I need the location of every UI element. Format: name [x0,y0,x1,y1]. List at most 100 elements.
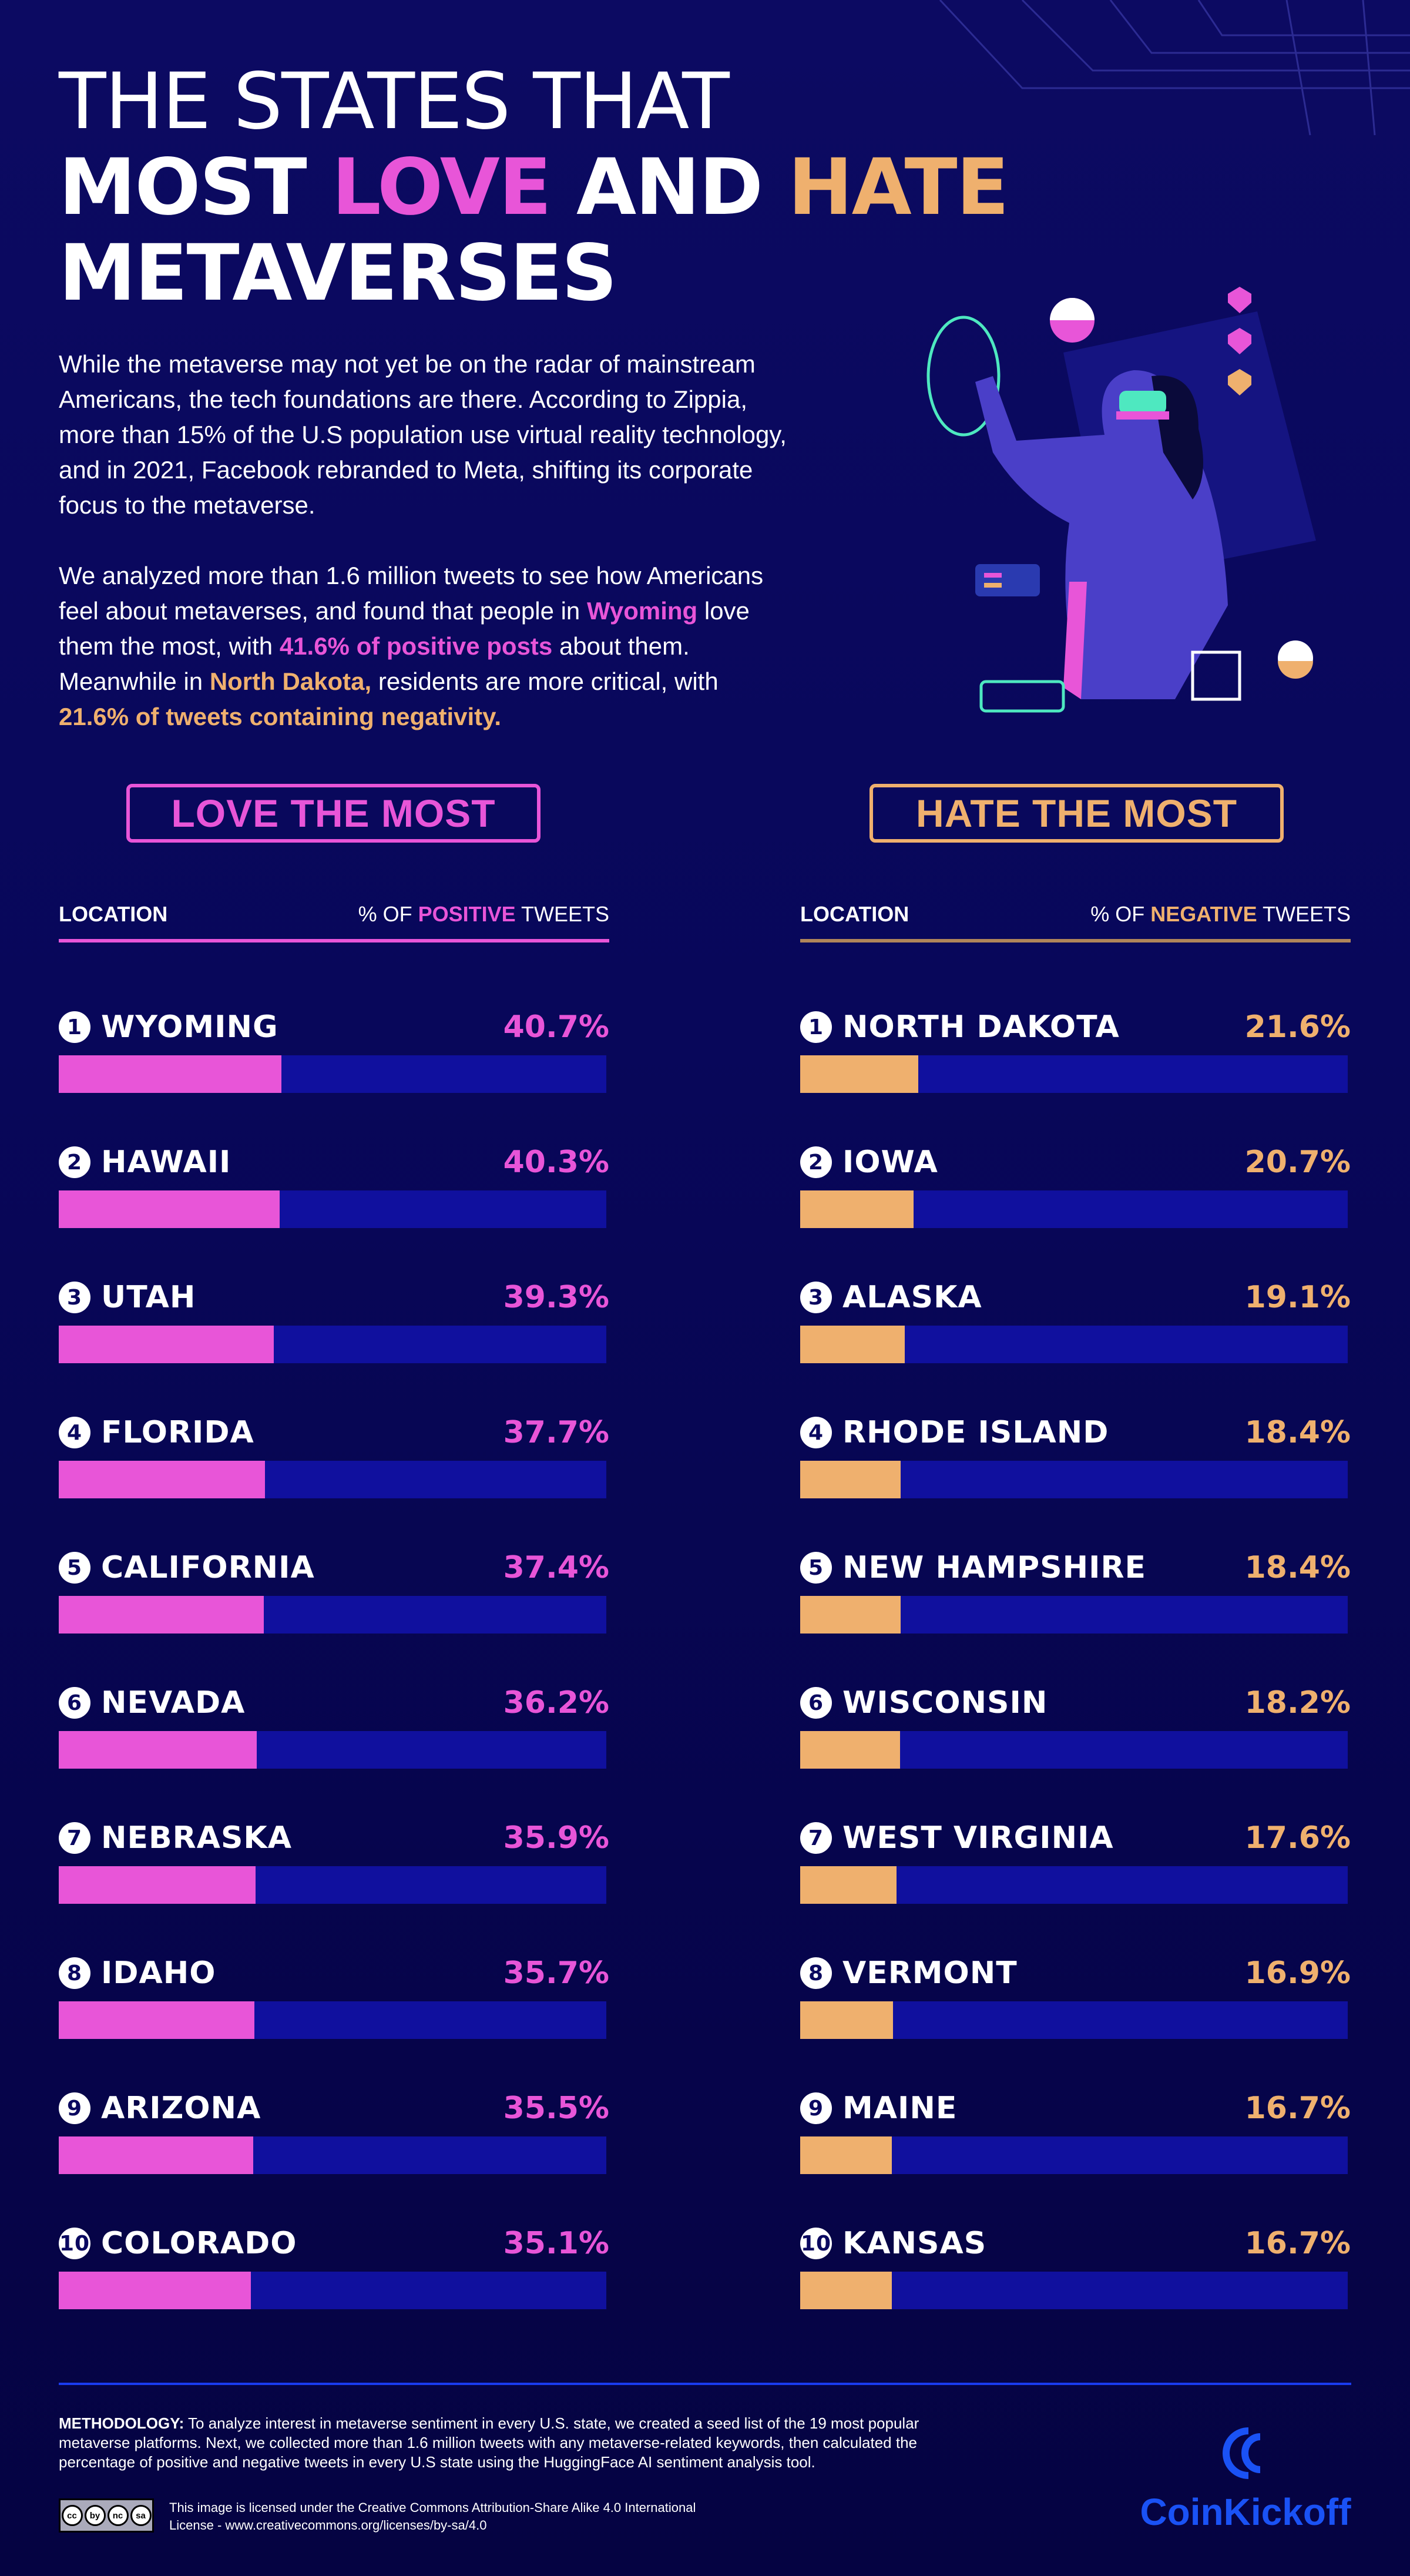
methodology: METHODOLOGY: To analyze interest in meta… [59,2414,975,2472]
state-label: 8 VERMONT [800,1956,1018,1991]
bar-fill [800,2001,893,2039]
rank-badge: 9 [800,2092,832,2124]
ranking-row: 8 IDAHO 35.7% [59,1956,609,2044]
state-name: NEBRASKA [101,1820,292,1856]
rank-badge: 10 [800,2228,832,2259]
ranking-row: 9 MAINE 16.7% [800,2091,1351,2179]
text: love them the most, with [59,597,750,660]
ranking-row: 7 NEBRASKA 35.9% [59,1820,609,1908]
bar-track [59,1461,606,1498]
state-label: 6 NEVADA [59,1685,245,1720]
state-name: KANSAS [842,2226,987,2261]
value-number: 18.4 [1244,1550,1320,1585]
state-name: FLORIDA [101,1415,254,1450]
state-name: WEST VIRGINIA [842,1820,1114,1856]
state-label: 4 RHODE ISLAND [800,1415,1109,1450]
intro-text: While the metaverse may not yet be on th… [59,347,793,770]
percent-value: 18.4% [1244,1550,1351,1585]
location-header: LOCATION [59,902,168,926]
rank-badge: 7 [59,1822,90,1854]
state-label: 6 WISCONSIN [800,1685,1048,1720]
bar-track [800,2272,1348,2309]
state-name: WYOMING [101,1009,278,1045]
love-header-rule [59,939,609,942]
percent-value: 18.4% [1244,1415,1351,1450]
state-name: ARIZONA [101,2091,261,2126]
bar-fill [59,1055,282,1093]
state-label: 7 WEST VIRGINIA [800,1820,1114,1856]
title-line-1: THE STATES THAT [59,56,730,147]
value-number: 36.2 [503,1685,579,1720]
state-name: MAINE [842,2091,958,2126]
state-name: ALASKA [842,1280,982,1315]
ranking-row: 6 NEVADA 36.2% [59,1685,609,1773]
text: We analyzed more than 1.6 million tweets… [59,562,764,625]
state-name: UTAH [101,1280,196,1315]
value-number: 35.5 [503,2091,579,2126]
state-name: VERMONT [842,1956,1018,1991]
ranking-row: 7 WEST VIRGINIA 17.6% [800,1820,1351,1908]
ranking-row: 5 NEW HAMPSHIRE 18.4% [800,1550,1351,1638]
value-number: 16.7 [1244,2226,1320,2261]
state-name: NORTH DAKOTA [842,1009,1120,1045]
bar-fill [59,2136,253,2174]
bar-fill [59,1190,280,1228]
ranking-row: 1 NORTH DAKOTA 21.6% [800,1009,1351,1098]
value-number: 19.1 [1244,1280,1320,1315]
bar-fill [59,1866,256,1904]
intro-paragraph-1: While the metaverse may not yet be on th… [59,350,787,519]
title-love: LOVE [331,142,552,233]
highlight-positive: 41.6% of positive posts [279,632,553,660]
bar-track [800,1190,1348,1228]
highlight-north-dakota: North Dakota, [209,668,372,695]
value-number: 16.9 [1244,1956,1320,1991]
value-number: 35.9 [503,1820,579,1856]
ranking-row: 2 IOWA 20.7% [800,1145,1351,1233]
vr-illustration [926,287,1316,713]
percent-header: % OF POSITIVE TWEETS [358,902,609,931]
rank-badge: 5 [59,1552,90,1584]
state-label: 5 NEW HAMPSHIRE [800,1550,1146,1585]
percent-value: 20.7% [1244,1145,1351,1180]
rank-badge: 8 [59,1957,90,1989]
percent-value: 37.4% [503,1550,609,1585]
ranking-row: 10 KANSAS 16.7% [800,2226,1351,2314]
state-label: 9 MAINE [800,2091,957,2126]
title-hate: HATE [788,142,1009,233]
logo-name: CoinKickoff [1140,2491,1351,2533]
state-label: 3 ALASKA [800,1280,982,1315]
value-number: 37.7 [503,1415,579,1450]
percent-value: 18.2% [1244,1685,1351,1720]
footer-divider [59,2383,1351,2385]
bar-fill [59,1326,274,1363]
state-label: 2 IOWA [800,1145,938,1180]
bar-fill [59,1596,264,1634]
bar-fill [800,1326,905,1363]
methodology-text: To analyze interest in metaverse sentime… [59,2414,919,2471]
ranking-row: 3 UTAH 39.3% [59,1280,609,1368]
percent-value: 37.7% [503,1415,609,1450]
rank-badge: 7 [800,1822,832,1854]
bar-fill [59,2001,254,2039]
ranking-row: 9 ARIZONA 35.5% [59,2091,609,2179]
methodology-label: METHODOLOGY: [59,2414,184,2432]
bar-track [59,2001,606,2039]
bar-track [59,2136,606,2174]
bar-fill [800,1866,897,1904]
rank-badge: 2 [800,1146,832,1178]
ranking-row: 5 CALIFORNIA 37.4% [59,1550,609,1638]
hate-header-rule [800,939,1351,942]
ranking-row: 4 FLORIDA 37.7% [59,1415,609,1503]
state-name: HAWAII [101,1145,231,1180]
text: about them. Meanwhile in [59,632,690,695]
state-label: 10 COLORADO [59,2226,297,2261]
state-label: 7 NEBRASKA [59,1820,292,1856]
value-number: 35.1 [503,2226,579,2261]
value-number: 21.6 [1244,1009,1320,1045]
rank-badge: 10 [59,2228,90,2259]
value-number: 18.4 [1244,1415,1320,1450]
percent-value: 16.7% [1244,2226,1351,2261]
bar-fill [59,2272,251,2309]
state-name: NEW HAMPSHIRE [842,1550,1147,1585]
percent-value: 40.3% [503,1145,609,1180]
